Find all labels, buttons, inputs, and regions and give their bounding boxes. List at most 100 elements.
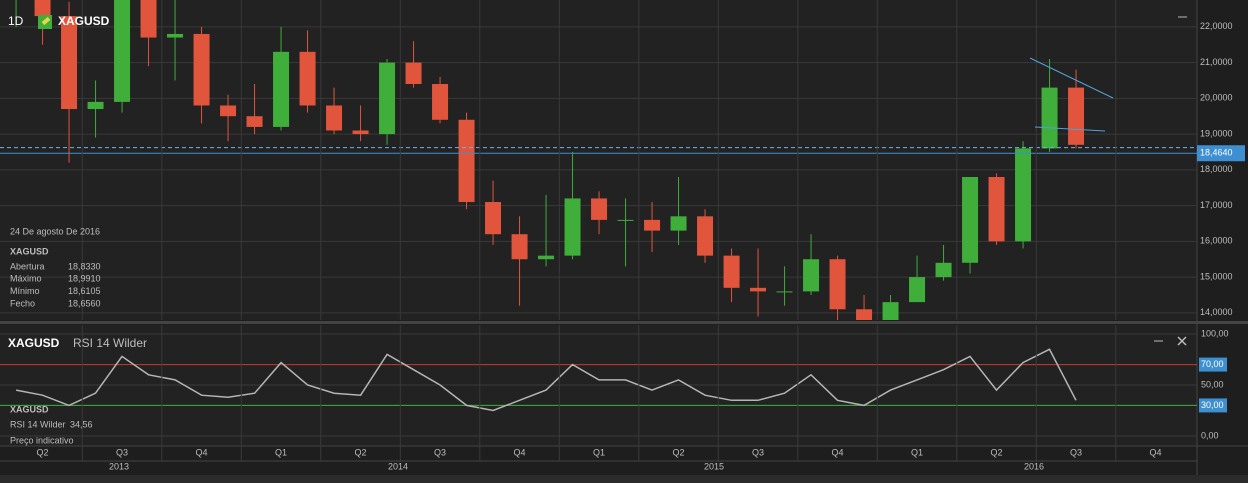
y-tick-label: 70,00 xyxy=(1201,359,1224,369)
year-label: 2014 xyxy=(388,461,408,471)
candle-body xyxy=(829,259,846,310)
y-tick-label: 0,00 xyxy=(1201,430,1219,440)
candle-body xyxy=(34,0,51,17)
x-tick-label: Q3 xyxy=(434,447,446,457)
x-tick-label: Q2 xyxy=(355,447,367,457)
candle-body xyxy=(273,51,290,127)
x-tick-label: Q3 xyxy=(752,447,764,457)
candle-body xyxy=(61,16,78,110)
x-tick-label: Q2 xyxy=(37,447,49,457)
scrollbar[interactable] xyxy=(0,475,1248,483)
y-tick-label: 22,0000 xyxy=(1200,21,1233,31)
candle-body xyxy=(140,0,157,38)
y-tick-label: 18,0000 xyxy=(1200,164,1233,174)
candle-body xyxy=(1068,87,1085,145)
trend-line xyxy=(1029,57,1114,99)
y-tick-label: 14,0000 xyxy=(1200,307,1233,317)
y-tick-label: 50,00 xyxy=(1201,379,1224,389)
symbol-icon-bar xyxy=(41,16,51,26)
x-tick-label: Q1 xyxy=(275,447,287,457)
candle-body xyxy=(326,105,343,131)
candle-body xyxy=(564,198,581,256)
y-tick-label: 20,0000 xyxy=(1200,93,1233,103)
y-tick-label: 15,0000 xyxy=(1200,271,1233,281)
candle-body xyxy=(697,216,714,256)
year-label: 2016 xyxy=(1024,461,1044,471)
candle-body xyxy=(193,33,210,106)
candle-body xyxy=(538,255,555,260)
info-date: 24 De agosto De 2016 xyxy=(10,226,100,236)
candle-body xyxy=(299,51,316,106)
y-tick-label: 21,0000 xyxy=(1200,57,1233,67)
candle-body xyxy=(352,130,369,135)
y-tick-label: 17,0000 xyxy=(1200,200,1233,210)
year-label: 2015 xyxy=(704,461,724,471)
rsi-level-box xyxy=(1199,398,1227,413)
x-tick-label: Q3 xyxy=(1070,447,1082,457)
candle-body xyxy=(723,255,740,288)
price-label-box xyxy=(1197,145,1245,162)
info-symbol: XAGUSD xyxy=(10,246,49,256)
candle-body xyxy=(803,259,820,292)
candle-body xyxy=(87,101,104,110)
y-tick-label: 19,0000 xyxy=(1200,128,1233,138)
candle-body xyxy=(167,33,184,38)
rsi-level-box xyxy=(1199,357,1227,372)
rsi-legend-value: 34,56 xyxy=(70,419,93,429)
info-value: 18,8330 xyxy=(68,261,101,271)
info-label: Máximo xyxy=(10,274,42,284)
year-label: 2013 xyxy=(109,461,129,471)
rsi-indicator: RSI 14 Wilder xyxy=(73,336,147,350)
candle-body xyxy=(670,216,687,231)
candle-body xyxy=(405,62,422,85)
rsi-symbol: XAGUSD xyxy=(8,336,60,350)
candle-body xyxy=(432,84,449,120)
candle-body xyxy=(220,105,237,117)
rsi-line xyxy=(15,348,1077,412)
candle-body xyxy=(750,287,767,292)
x-tick-label: Q4 xyxy=(514,447,526,457)
x-tick-label: Q2 xyxy=(673,447,685,457)
candle-body xyxy=(591,198,608,220)
x-tick-label: Q4 xyxy=(196,447,208,457)
candle-body xyxy=(909,277,926,303)
rsi-legend-name: RSI 14 Wilder xyxy=(10,419,66,429)
candle-body xyxy=(114,0,131,102)
candle-body xyxy=(458,119,475,203)
x-tick-label: Q3 xyxy=(116,447,128,457)
info-value: 18,9910 xyxy=(68,274,101,284)
info-value: 18,6105 xyxy=(68,286,101,296)
price-label: 18,4640 xyxy=(1200,148,1233,158)
candle-body xyxy=(644,219,661,231)
timeframe[interactable]: 1D xyxy=(8,14,24,28)
info-label: Fecho xyxy=(10,298,35,308)
x-tick-label: Q4 xyxy=(1150,447,1162,457)
candle-body xyxy=(379,62,396,135)
x-tick-label: Q4 xyxy=(832,447,844,457)
info-value: 18,6560 xyxy=(68,298,101,308)
rsi-legend-note: Preço indicativo xyxy=(10,435,74,445)
info-label: Abertura xyxy=(10,261,45,271)
close-icon[interactable] xyxy=(1177,336,1187,346)
candle-body xyxy=(882,302,899,320)
candle-body xyxy=(246,116,263,127)
candle-body xyxy=(988,176,1005,242)
candle-body xyxy=(776,291,793,293)
candle-body xyxy=(935,262,952,278)
candle-body xyxy=(511,234,528,260)
y-tick-label: 16,0000 xyxy=(1200,236,1233,246)
y-tick-label: 100,00 xyxy=(1201,328,1229,338)
candle-body xyxy=(856,309,873,320)
candle-body xyxy=(1015,148,1032,242)
candle-body xyxy=(962,176,979,263)
candle-body xyxy=(1041,87,1058,149)
rsi-legend-symbol: XAGUSD xyxy=(10,404,49,414)
x-tick-label: Q1 xyxy=(911,447,923,457)
x-tick-label: Q2 xyxy=(991,447,1003,457)
candle-body xyxy=(617,219,634,221)
symbol: XAGUSD xyxy=(58,14,110,28)
x-tick-label: Q1 xyxy=(593,447,605,457)
candle-body xyxy=(485,202,502,235)
info-label: Mínimo xyxy=(10,286,40,296)
